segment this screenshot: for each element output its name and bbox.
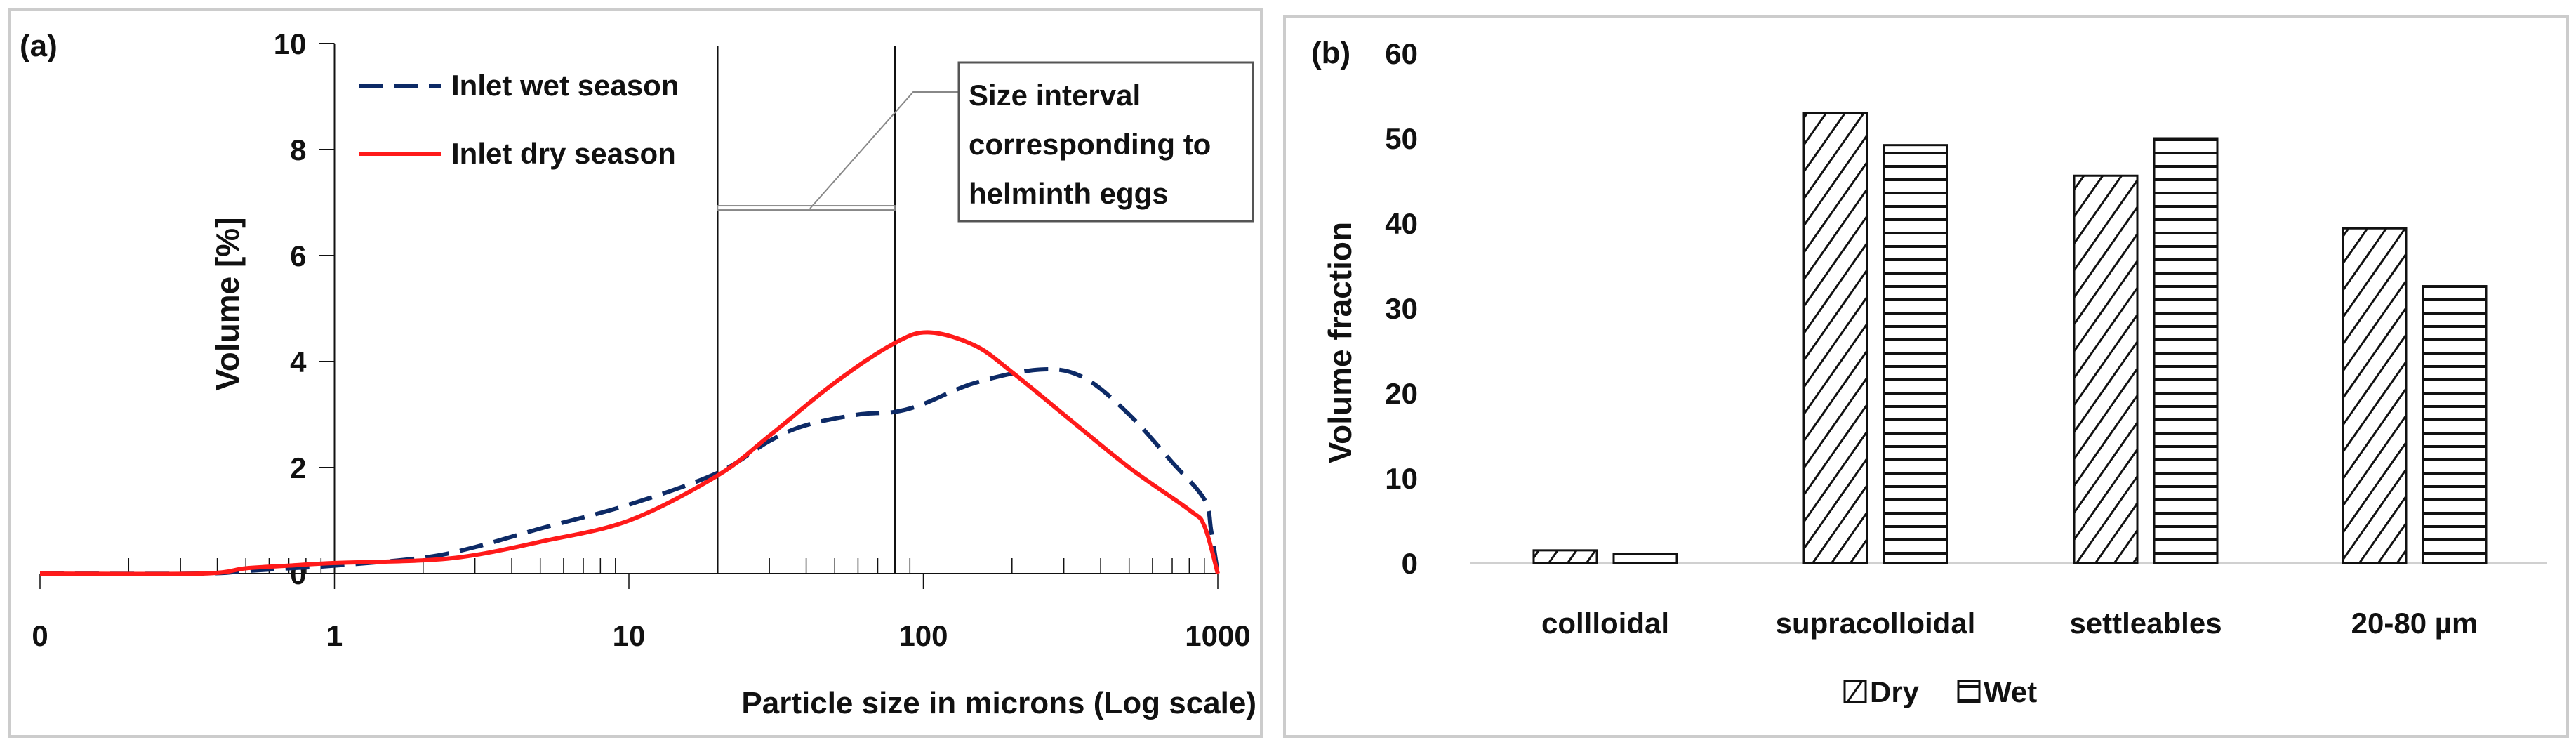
wet-bar [1612,553,1678,564]
y-tick-label: 4 [290,345,307,378]
x-tick-label: 1000 [1185,619,1250,652]
legend-wet-label: Inlet wet season [451,69,679,102]
x-tick-label: 1 [326,619,343,652]
category-label: supracolloidal [1776,607,1976,640]
x-tick-label: 100 [898,619,948,652]
wet-bar [1883,144,1948,564]
panel-a-border [8,8,1263,738]
category-label: collloidal [1541,607,1669,640]
y-tick-label: 0 [1402,547,1418,580]
y-tick-label: 10 [1385,462,1418,495]
dry-bar [2342,227,2408,564]
panel-a-label: (a) [20,29,58,63]
interval-bracket [717,205,896,211]
y-tick-label: 2 [290,451,306,484]
legend-dry-label: Dry [1870,675,1920,708]
category-label: 20-80 µm [2351,607,2478,640]
panel-b-bars [1532,112,2488,564]
panel-a-series [39,46,1220,576]
wet-bar [2422,285,2488,564]
category-label: settleables [2069,607,2222,640]
y-tick-label: 0 [290,557,306,590]
panel-b-border [1283,15,2569,738]
y-tick-label: 60 [1385,37,1418,70]
panel-b-axes: 0 10 20 30 40 50 60 collloidal supracolloidal set… [1385,37,2547,640]
panel-a-x-axis-title: Particle size in microns (Log scale) [741,686,1256,720]
y-tick-label: 10 [274,27,307,60]
legend-dry-label: Inlet dry season [451,137,676,170]
callout-line-1: Size interval [969,79,1141,112]
legend-wet-swatch [1957,680,1981,703]
y-tick-label: 6 [290,239,306,272]
legend-wet-label: Wet [1984,675,2037,708]
panel-b-legend: Dry Wet [1843,675,2037,708]
legend-dry-swatch [1843,680,1867,703]
y-tick-label: 30 [1385,292,1418,325]
y-tick-label: 40 [1385,207,1418,240]
callout-line-2: corresponding to [969,128,1211,161]
panel-b-y-axis-title: Volume fraction [1322,222,1358,463]
y-tick-label: 50 [1385,122,1418,155]
panel-b-label: (b) [1311,36,1350,70]
wet-season-line [39,367,1220,576]
panel-b-bar-chart: (b) 0 10 20 30 40 50 60 collloidal supracolloida… [1283,15,2569,738]
callout-line-3: helminth eggs [969,177,1169,210]
y-tick-label: 20 [1385,377,1418,410]
y-tick-label: 8 [290,133,306,166]
dry-bar [1802,112,1868,564]
callout-leader-line [809,91,959,209]
helminth-callout: Size interval corresponding to helminth … [809,61,1254,223]
dry-bar [2073,174,2139,564]
x-tick-label: 10 [613,619,646,652]
callout-box [957,61,1254,223]
dry-bar [1532,549,1598,564]
x-tick-label: 0 [32,619,48,652]
dry-season-line [39,330,1220,576]
wet-bar [2153,137,2219,564]
panel-a-y-axis-title: Volume [%] [209,217,246,390]
